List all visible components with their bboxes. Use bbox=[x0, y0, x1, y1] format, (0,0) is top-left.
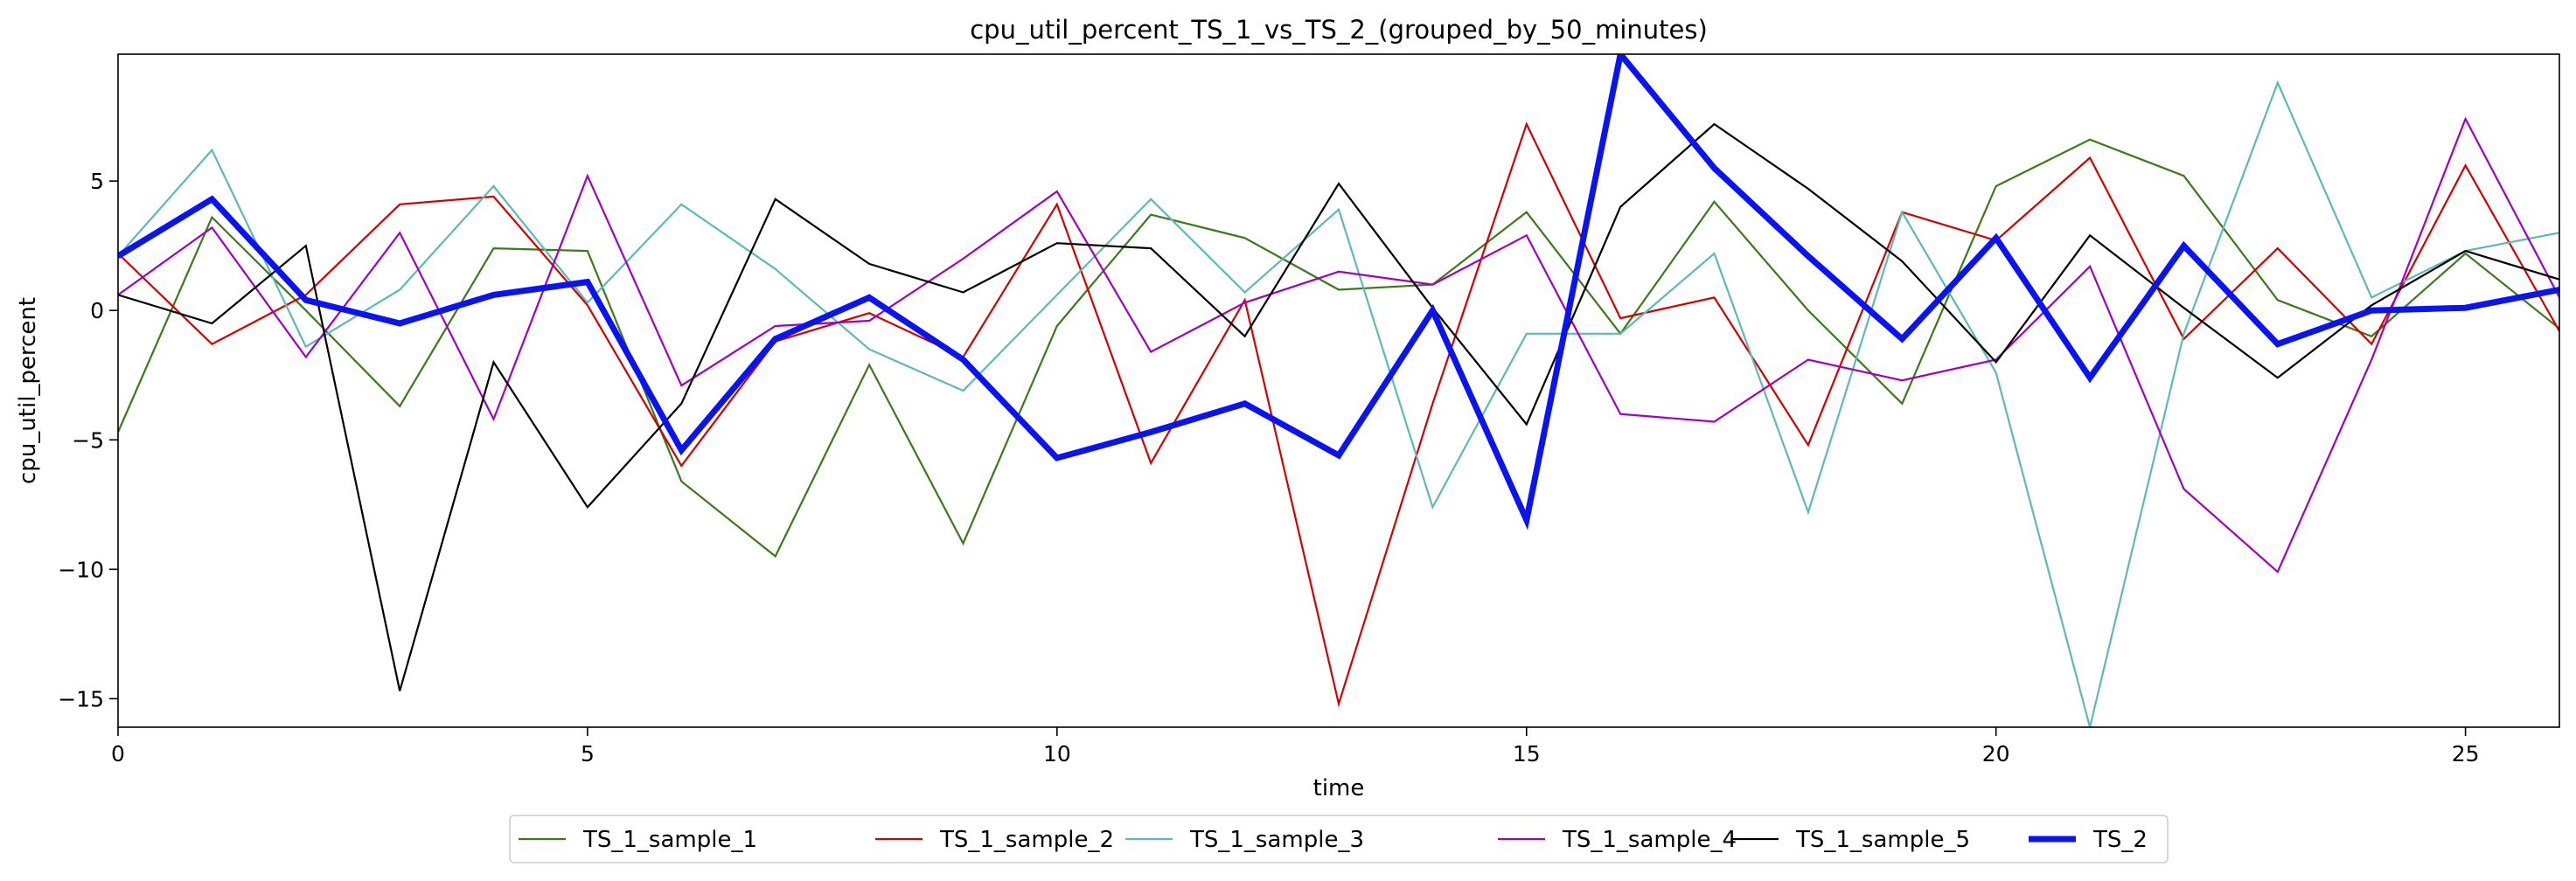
x-axis: 0 5 10 15 20 25 bbox=[111, 727, 2480, 767]
legend-label-1: TS_1_sample_1 bbox=[582, 827, 757, 853]
legend-label-4: TS_1_sample_4 bbox=[1562, 827, 1737, 853]
x-tick-label: 10 bbox=[1043, 741, 1071, 767]
plot-frame bbox=[117, 53, 2560, 728]
y-axis: −15 −10 −5 0 5 bbox=[58, 169, 118, 711]
x-tick-label: 0 bbox=[111, 741, 125, 767]
legend-label-6: TS_2 bbox=[2092, 827, 2148, 853]
chart-title: cpu_util_percent_TS_1_vs_TS_2_(grouped_b… bbox=[970, 15, 1708, 45]
x-axis-label: time bbox=[1313, 775, 1365, 801]
y-tick-label: −5 bbox=[72, 427, 104, 453]
series-line-3 bbox=[118, 80, 2559, 727]
legend-label-2: TS_1_sample_2 bbox=[939, 827, 1114, 853]
legend-label-5: TS_1_sample_5 bbox=[1795, 827, 1970, 853]
legend: TS_1_sample_1 TS_1_sample_2 TS_1_sample_3 T… bbox=[509, 815, 2169, 864]
series-line-1 bbox=[118, 138, 2559, 558]
legend-frame bbox=[509, 815, 2169, 864]
x-tick-label: 15 bbox=[1513, 741, 1541, 767]
y-tick-label: 0 bbox=[90, 298, 104, 323]
series-line-5 bbox=[118, 122, 2559, 691]
x-tick-label: 20 bbox=[1982, 741, 2010, 767]
y-tick-label: −15 bbox=[58, 686, 104, 711]
x-tick-label: 5 bbox=[581, 741, 595, 767]
y-tick-label: −10 bbox=[58, 557, 104, 582]
series-line-4 bbox=[118, 116, 2559, 574]
series-line-6 bbox=[118, 54, 2559, 531]
series-line-2 bbox=[118, 121, 2559, 708]
y-tick-label: 5 bbox=[90, 169, 104, 194]
x-tick-label: 25 bbox=[2452, 741, 2480, 767]
y-axis-label: cpu_util_percent bbox=[15, 297, 41, 484]
legend-label-3: TS_1_sample_3 bbox=[1189, 827, 1364, 853]
series-layer bbox=[118, 54, 2559, 727]
